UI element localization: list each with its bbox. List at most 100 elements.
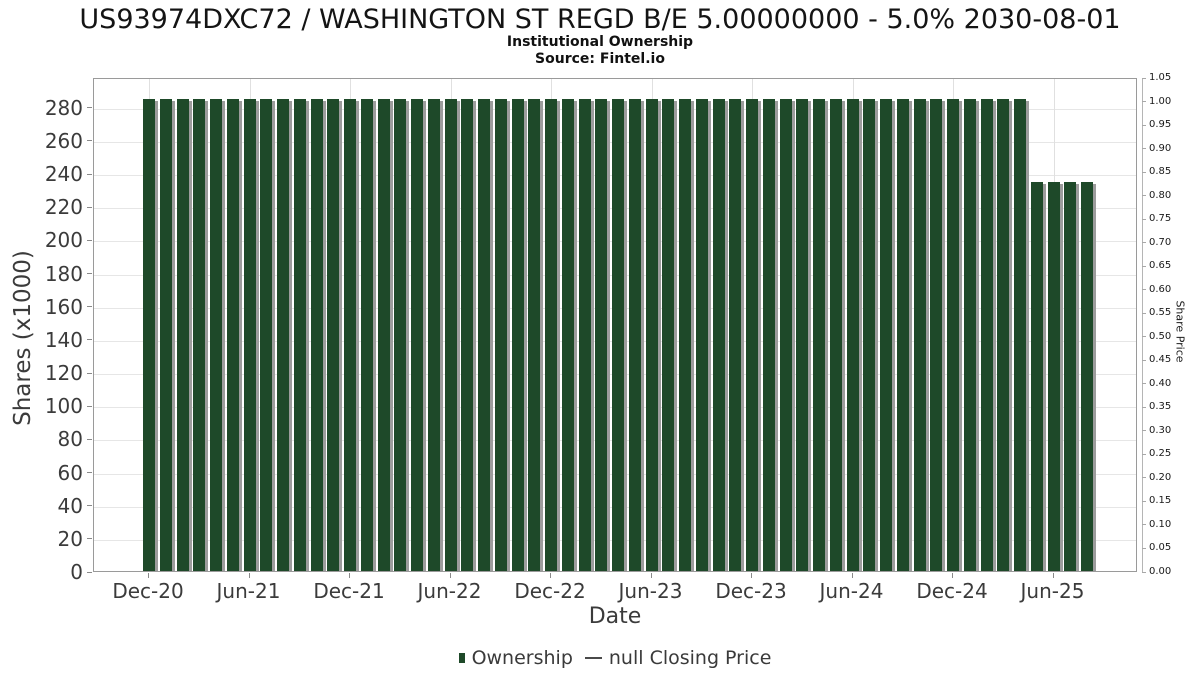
tick-right — [1142, 101, 1146, 103]
tick-label-left: 20 — [57, 526, 83, 551]
tick-right — [1142, 124, 1146, 126]
ownership-bar — [243, 99, 256, 571]
ownership-bar — [796, 99, 809, 571]
ownership-bar — [846, 99, 859, 571]
ownership-bar — [662, 99, 675, 571]
legend-item-ownership: Ownership — [458, 647, 573, 669]
right-axis-spine — [1142, 78, 1143, 572]
ownership-bar — [729, 99, 742, 571]
tick-label-x: Dec-23 — [715, 579, 787, 603]
ownership-bar — [561, 99, 574, 571]
tick-label-right: 0.20 — [1149, 471, 1172, 483]
tick-bottom — [349, 573, 350, 578]
ownership-bar — [612, 99, 624, 571]
tick-label-left: 80 — [57, 427, 83, 452]
ownership-bar — [963, 99, 976, 571]
tick-label-right: 0.95 — [1149, 119, 1172, 131]
tick-left — [87, 273, 92, 275]
tick-label-left: 260 — [44, 128, 83, 153]
ownership-bar — [545, 99, 557, 571]
x-axis-label: Date — [588, 604, 642, 629]
tick-label-right: 0.55 — [1149, 307, 1172, 319]
ownership-bar — [226, 99, 239, 571]
tick-label-right: 0.80 — [1149, 189, 1172, 201]
tick-label-left: 280 — [44, 95, 83, 120]
ownership-bar — [444, 99, 457, 571]
tick-label-left: 240 — [44, 162, 83, 187]
ownership-bar — [1081, 181, 1093, 571]
chart-title: US93974DXC72 / WASHINGTON ST REGD B/E 5.… — [79, 4, 1121, 35]
tick-left — [87, 239, 92, 241]
tick-left — [87, 339, 92, 341]
tick-label-left: 140 — [44, 327, 83, 352]
tick-left — [87, 206, 92, 208]
tick-label-x: Jun-24 — [819, 579, 884, 603]
tick-label-right: 0.60 — [1149, 283, 1172, 295]
legend-item-closing-price: null Closing Price — [584, 647, 771, 669]
tick-right — [1142, 547, 1146, 549]
ownership-bar — [411, 99, 423, 571]
tick-right — [1142, 242, 1146, 244]
ownership-bar — [159, 99, 172, 571]
tick-label-right: 0.45 — [1149, 354, 1172, 366]
y-axis-label-left: Shares (x1000) — [10, 250, 36, 426]
tick-left — [87, 538, 92, 540]
tick-right — [1142, 289, 1146, 291]
ownership-swatch-icon — [458, 653, 465, 663]
tick-left — [87, 107, 92, 109]
ownership-bar — [997, 99, 1010, 571]
tick-label-right: 0.05 — [1149, 542, 1172, 554]
ownership-bar — [679, 99, 691, 571]
tick-bottom — [952, 573, 953, 578]
ownership-bar — [595, 99, 608, 571]
tick-bottom — [248, 573, 250, 578]
ownership-bar — [293, 99, 306, 571]
tick-bottom — [550, 573, 551, 578]
tick-right — [1142, 430, 1146, 432]
ownership-bar — [528, 99, 541, 571]
ownership-bar — [947, 99, 959, 571]
ownership-bar — [360, 99, 373, 571]
tick-label-left: 160 — [44, 294, 83, 319]
tick-left — [87, 571, 92, 573]
ownership-bar — [1064, 181, 1077, 571]
tick-right — [1142, 195, 1146, 197]
tick-right — [1142, 336, 1146, 338]
tick-left — [87, 438, 92, 440]
ownership-bar — [143, 99, 155, 571]
tick-left — [87, 372, 92, 374]
tick-right — [1142, 571, 1146, 573]
tick-label-right: 0.00 — [1149, 566, 1172, 577]
tick-label-right: 0.90 — [1149, 142, 1172, 154]
tick-label-right: 1.05 — [1149, 72, 1172, 83]
tick-label-right: 0.35 — [1149, 401, 1172, 413]
tick-label-left: 200 — [44, 228, 83, 253]
ownership-bar — [645, 99, 658, 571]
tick-right — [1142, 477, 1146, 479]
tick-label-x: Jun-23 — [618, 579, 683, 603]
tick-right — [1142, 453, 1146, 455]
ownership-bar — [628, 99, 641, 571]
ownership-bar — [511, 99, 524, 571]
tick-right — [1142, 524, 1146, 526]
ownership-bar — [176, 99, 189, 571]
tick-label-x: Jun-21 — [216, 579, 281, 603]
ownership-bar — [1014, 99, 1026, 571]
ownership-bar — [896, 99, 909, 571]
tick-left — [87, 472, 92, 474]
chart-subtitle: Institutional Ownership — [506, 34, 694, 50]
tick-label-right: 0.15 — [1149, 495, 1172, 507]
tick-right — [1142, 500, 1146, 502]
ownership-bar — [578, 99, 591, 571]
tick-label-left: 40 — [57, 493, 83, 518]
ownership-bar — [829, 99, 842, 571]
tick-right — [1142, 359, 1146, 361]
tick-label-left: 220 — [44, 195, 83, 220]
tick-label-left: 120 — [44, 361, 83, 386]
tick-right — [1142, 148, 1146, 150]
tick-left — [87, 405, 92, 407]
ownership-bar — [880, 99, 892, 571]
ownership-bar — [695, 99, 708, 571]
price-line-icon — [584, 657, 602, 659]
ownership-bar — [461, 99, 474, 571]
